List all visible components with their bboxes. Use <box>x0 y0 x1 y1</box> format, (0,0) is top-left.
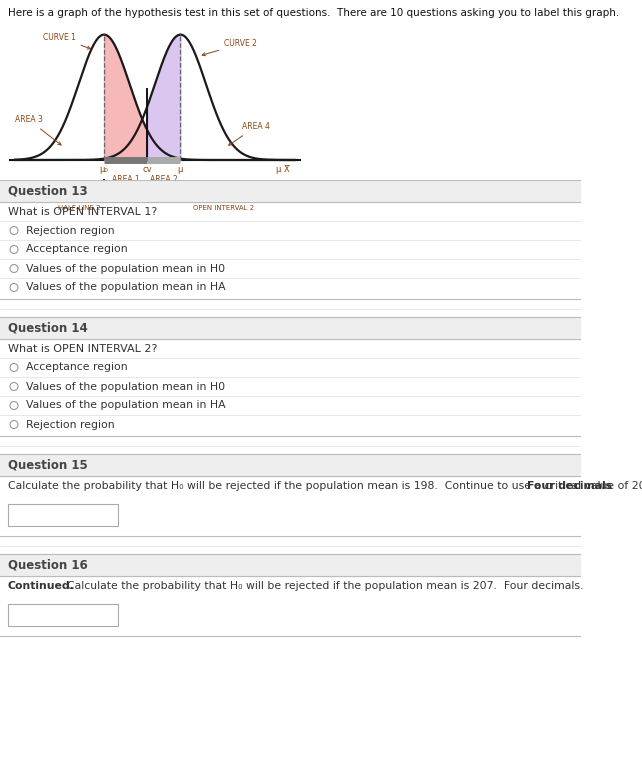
Circle shape <box>10 363 18 372</box>
Text: Values of the population mean in HA: Values of the population mean in HA <box>26 401 225 411</box>
Text: HALF-LINE 1: HALF-LINE 1 <box>36 188 79 194</box>
Circle shape <box>10 382 18 390</box>
Text: What is OPEN INTERVAL 2?: What is OPEN INTERVAL 2? <box>8 344 157 354</box>
Text: Question 16: Question 16 <box>8 558 88 571</box>
Text: Acceptance region: Acceptance region <box>26 245 128 255</box>
Text: Acceptance region: Acceptance region <box>26 363 128 373</box>
Text: Question 14: Question 14 <box>8 321 88 334</box>
Text: Continued.: Continued. <box>8 581 75 591</box>
Text: AREA 1: AREA 1 <box>112 175 139 184</box>
Text: Here is a graph of the hypothesis test in this set of questions.  There are 10 q: Here is a graph of the hypothesis test i… <box>8 8 620 18</box>
Text: OPEN INTERVAL 2: OPEN INTERVAL 2 <box>193 205 254 211</box>
Text: μ⁡: μ⁡ <box>178 165 183 174</box>
Text: Values of the population mean in H0: Values of the population mean in H0 <box>26 263 225 274</box>
Text: AREA 2: AREA 2 <box>150 175 178 184</box>
Text: μ⁡ X̅: μ⁡ X̅ <box>276 165 290 174</box>
Circle shape <box>10 284 18 291</box>
Circle shape <box>10 402 18 409</box>
FancyBboxPatch shape <box>8 504 118 526</box>
Text: Calculate the probability that H₀ will be rejected if the population mean is 198: Calculate the probability that H₀ will b… <box>8 481 642 491</box>
Text: Rejection region: Rejection region <box>26 226 115 236</box>
Text: OPEN INVERVAL 1: OPEN INVERVAL 1 <box>171 188 233 194</box>
Text: What is OPEN INTERVAL 1?: What is OPEN INTERVAL 1? <box>8 207 157 217</box>
Text: μ₀: μ₀ <box>100 165 108 174</box>
Circle shape <box>10 246 18 253</box>
Text: Values of the population mean in H0: Values of the population mean in H0 <box>26 382 225 392</box>
Text: Rejection region: Rejection region <box>26 419 115 429</box>
Text: AREA 4: AREA 4 <box>229 122 270 145</box>
Circle shape <box>10 421 18 428</box>
Text: Calculate the probability that H₀ will be rejected if the population mean is 207: Calculate the probability that H₀ will b… <box>60 581 584 591</box>
Text: CURVE 2: CURVE 2 <box>202 39 257 56</box>
Text: HALF-LINE 2: HALF-LINE 2 <box>58 205 100 211</box>
Text: AREA 3: AREA 3 <box>15 116 61 145</box>
Text: CURVE 1: CURVE 1 <box>42 33 91 49</box>
Text: Values of the population mean in HA: Values of the population mean in HA <box>26 282 225 292</box>
Text: Four decimals: Four decimals <box>526 481 612 491</box>
Text: Question 15: Question 15 <box>8 458 88 471</box>
Circle shape <box>10 226 18 235</box>
FancyBboxPatch shape <box>8 604 118 626</box>
Text: cv: cv <box>143 165 152 174</box>
Text: Question 13: Question 13 <box>8 184 87 197</box>
Circle shape <box>10 265 18 272</box>
